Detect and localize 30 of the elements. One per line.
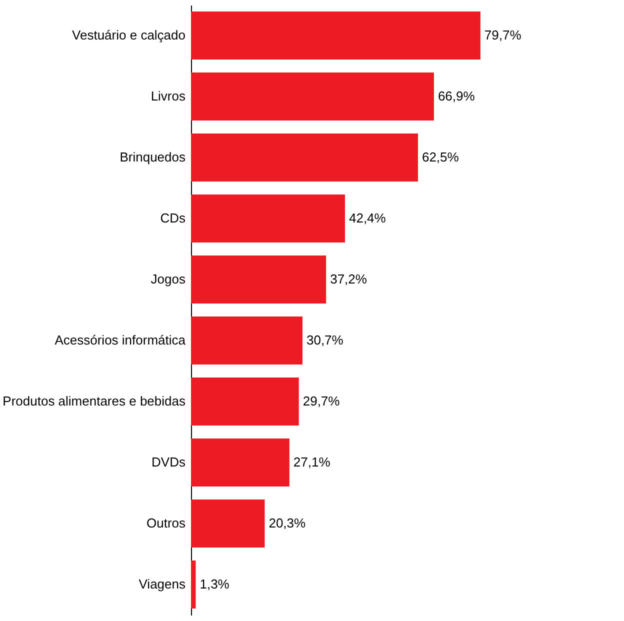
y-tick-label: Acessórios informática	[54, 332, 186, 348]
y-tick-label: DVDs	[152, 454, 186, 470]
bar	[191, 72, 434, 120]
bar	[191, 438, 290, 486]
bar	[191, 194, 345, 242]
bar	[191, 12, 480, 60]
data-label: 79,7%	[484, 28, 522, 42]
y-tick-label: Viagens	[138, 576, 186, 592]
bar	[191, 134, 418, 182]
data-label: 30,7%	[306, 332, 344, 348]
y-tick-label: Outros	[146, 516, 186, 530]
y-tick-label: Vestuário e calçado	[72, 28, 186, 42]
data-label: 62,5%	[422, 150, 460, 164]
data-label: 27,1%	[293, 454, 331, 470]
bar	[191, 560, 196, 608]
bar	[191, 378, 299, 426]
data-label: 37,2%	[330, 272, 368, 286]
y-tick-label: Produtos alimentares e bebidas	[2, 394, 186, 408]
data-label: 42,4%	[348, 210, 386, 226]
data-label: 66,9%	[438, 88, 476, 104]
bar	[191, 316, 302, 364]
bar	[191, 256, 326, 304]
y-tick-label: Brinquedos	[120, 150, 186, 164]
y-tick-label: Jogos	[150, 272, 186, 286]
bar	[191, 500, 265, 548]
data-label: 1,3%	[200, 576, 230, 592]
y-tick-label: Livros	[150, 88, 186, 104]
data-label: 20,3%	[268, 516, 306, 530]
y-tick-label: CDs	[160, 210, 186, 226]
data-label: 29,7%	[302, 394, 340, 408]
